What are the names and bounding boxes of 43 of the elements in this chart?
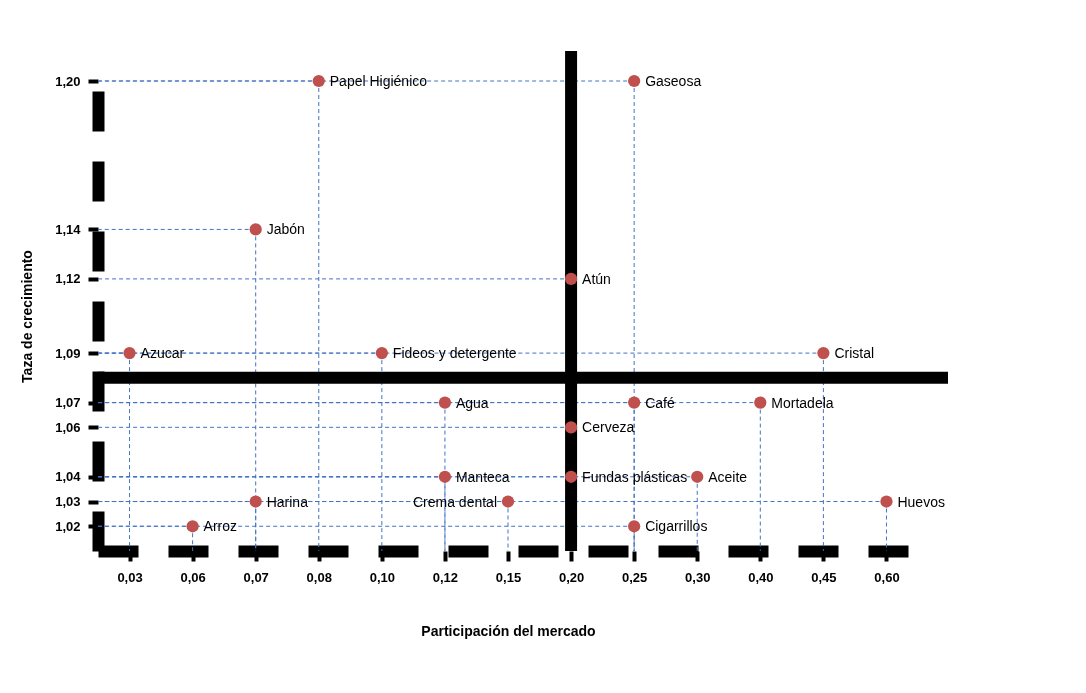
annotation: Cerveza <box>582 419 635 436</box>
x-tick-label: 0,15 <box>495 569 522 585</box>
annotation: Fideos y detergente <box>392 345 517 362</box>
annotation: Arroz <box>203 518 238 535</box>
y-tick-label: 1,20 <box>55 73 81 89</box>
annotation: Gaseosa <box>645 73 702 89</box>
annotation: Azucar <box>140 345 185 362</box>
annotation: Manteca <box>455 468 510 485</box>
y-tick-label: 1,14 <box>55 221 82 237</box>
annotation: Huevos <box>897 493 945 510</box>
y-tick-label: 1,09 <box>55 345 81 361</box>
x-tick-label: 0,12 <box>432 569 459 585</box>
x-tick-label: 0,20 <box>558 569 585 585</box>
y-tick-label: 1,07 <box>55 395 81 411</box>
annotation: Café <box>645 394 675 411</box>
x-tick-label: 0,25 <box>622 569 648 585</box>
x-tick-label: 0,08 <box>306 569 332 585</box>
x-tick-label: 0,60 <box>874 569 900 585</box>
annotation: Agua <box>455 394 489 411</box>
y-axis-title: Taza de crecimiento <box>19 250 36 383</box>
y-tick-label: 1,06 <box>55 419 81 435</box>
y-tick-label: 1,02 <box>55 518 81 534</box>
annotation: Aceite <box>708 468 748 485</box>
x-tick-label: 0,03 <box>117 569 143 585</box>
x-axis-title: Participación del mercado <box>421 622 596 639</box>
annotation: Fundas plásticas <box>582 468 688 485</box>
y-tick-label: 1,03 <box>55 494 81 510</box>
x-tick-label: 0,06 <box>180 569 206 585</box>
x-tick-label: 0,30 <box>685 569 711 585</box>
x-tick-label: 0,07 <box>243 569 269 585</box>
annotation: Papel Higiénico <box>329 73 428 89</box>
annotation: Atún <box>582 270 611 287</box>
annotation: Crema dental <box>412 493 497 510</box>
annotation: Harina <box>266 493 309 510</box>
annotation: Cristal <box>834 345 875 362</box>
x-tick-label: 0,45 <box>811 569 837 585</box>
annotation: Mortadela <box>771 394 834 411</box>
annotation: Jabón <box>266 221 305 238</box>
y-tick-label: 1,12 <box>55 271 81 287</box>
annotation: Cigarrillos <box>645 518 708 535</box>
y-tick-label: 1,04 <box>55 469 82 485</box>
x-tick-label: 0,10 <box>369 569 395 585</box>
x-tick-label: 0,40 <box>748 569 774 585</box>
